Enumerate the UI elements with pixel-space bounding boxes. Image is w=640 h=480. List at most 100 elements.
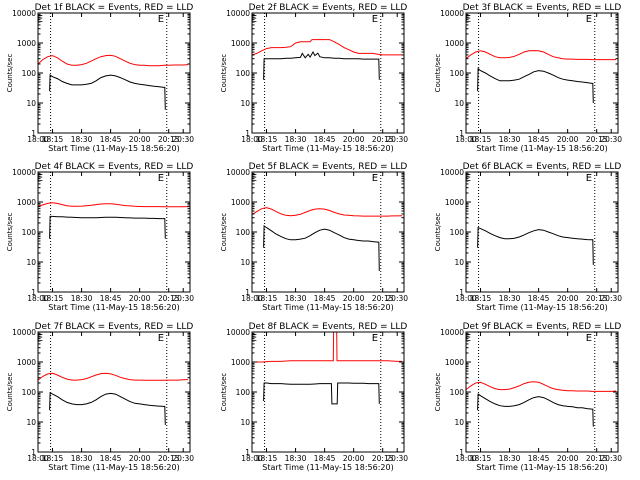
x-tick-label: 20:00 [343, 135, 365, 144]
x-tick-label: 18:45 [528, 135, 550, 144]
x-tick-label: 18:00 [455, 135, 477, 144]
x-tick-label: 18:00 [455, 454, 477, 463]
panel-title: Det 8f BLACK = Events, RED = LLD [249, 322, 408, 332]
y-axis-label: Counts/sec [220, 213, 228, 252]
x-tick-label: 18:30 [499, 135, 521, 144]
series-lld-line [252, 39, 403, 56]
e-marker-1: E [158, 14, 164, 25]
y-tick-label: 10000 [440, 168, 464, 177]
y-tick-label: 1 [245, 448, 250, 457]
x-tick-label: 20:30 [172, 454, 194, 463]
series-events-line [263, 224, 380, 272]
x-tick-label: 18:45 [528, 454, 550, 463]
x-tick-label: 18:45 [528, 294, 550, 303]
y-tick-label: 10000 [226, 328, 250, 337]
x-tick-label: 18:15 [42, 294, 64, 303]
series-events-line [477, 226, 594, 265]
x-axis-label: Start Time (11-May-15 18:56:20) [476, 144, 607, 153]
x-axis-label: Start Time (11-May-15 18:56:20) [476, 463, 607, 472]
x-axis-label: Start Time (11-May-15 18:56:20) [262, 144, 393, 153]
series-lld-line [252, 332, 403, 363]
panel-title: Det 5f BLACK = Events, RED = LLD [249, 162, 408, 172]
x-tick-label: 18:30 [499, 454, 521, 463]
x-tick-label: 18:15 [42, 454, 64, 463]
x-tick-label: 18:15 [470, 454, 492, 463]
x-tick-label: 18:45 [100, 454, 122, 463]
x-tick-label: 18:00 [27, 454, 49, 463]
series-lld-line [38, 202, 189, 208]
series-lld-line [466, 381, 617, 392]
y-tick-label: 10 [240, 99, 250, 108]
x-axis-label: Start Time (11-May-15 18:56:20) [262, 303, 393, 312]
x-tick-label: 18:45 [100, 294, 122, 303]
x-tick-label: 18:15 [470, 135, 492, 144]
x-tick-label: 20:30 [386, 135, 408, 144]
y-axis-label: Counts/sec [6, 213, 14, 252]
e-marker-1: E [586, 14, 592, 25]
series-events-line [477, 67, 594, 104]
y-tick-label: 10000 [440, 328, 464, 337]
y-tick-label: 10 [240, 418, 250, 427]
panel-title: Det 6f BLACK = Events, RED = LLD [463, 162, 622, 172]
e-marker-1: E [372, 333, 378, 344]
x-tick-label: 20:15 [158, 135, 180, 144]
series-lld-line [38, 372, 189, 381]
series-events-line [49, 215, 166, 239]
panel-title: Det 3f BLACK = Events, RED = LLD [463, 3, 622, 13]
x-tick-label: 18:00 [241, 294, 263, 303]
x-tick-label: 18:00 [241, 454, 263, 463]
x-tick-label: 18:15 [256, 454, 278, 463]
y-tick-label: 100 [22, 228, 37, 237]
y-tick-label: 1000 [445, 198, 464, 207]
y-tick-label: 100 [236, 69, 251, 78]
x-tick-label: 18:15 [256, 135, 278, 144]
x-axis-label: Start Time (11-May-15 18:56:20) [262, 463, 393, 472]
x-tick-label: 18:00 [27, 135, 49, 144]
y-tick-label: 10 [26, 418, 36, 427]
x-tick-label: 20:15 [158, 454, 180, 463]
x-tick-label: 20:00 [557, 294, 579, 303]
y-axis-label: Counts/sec [434, 213, 442, 252]
x-axis-label: Start Time (11-May-15 18:56:20) [48, 144, 179, 153]
x-tick-label: 20:15 [586, 294, 608, 303]
x-tick-label: 20:30 [172, 294, 194, 303]
e-marker-1: E [158, 333, 164, 344]
panel-title: Det 1f BLACK = Events, RED = LLD [35, 3, 194, 13]
y-tick-label: 1 [245, 288, 250, 297]
y-tick-label: 10000 [226, 9, 250, 18]
y-tick-label: 1 [459, 448, 464, 457]
y-tick-label: 10000 [12, 168, 36, 177]
y-tick-label: 1 [459, 129, 464, 138]
y-tick-label: 100 [450, 69, 465, 78]
y-tick-label: 1000 [17, 198, 36, 207]
y-tick-label: 1000 [231, 198, 250, 207]
x-tick-label: 20:00 [343, 294, 365, 303]
x-tick-label: 18:15 [470, 294, 492, 303]
series-lld-line [252, 207, 403, 217]
x-tick-label: 18:30 [71, 135, 93, 144]
y-tick-label: 1000 [17, 358, 36, 367]
y-tick-label: 10000 [12, 9, 36, 18]
y-axis-label: Counts/sec [6, 54, 14, 93]
x-tick-label: 18:15 [256, 294, 278, 303]
y-tick-label: 1 [459, 288, 464, 297]
x-tick-label: 18:00 [455, 294, 477, 303]
y-tick-label: 10 [26, 99, 36, 108]
x-tick-label: 20:00 [557, 454, 579, 463]
y-tick-label: 100 [22, 69, 37, 78]
panel-title: Det 4f BLACK = Events, RED = LLD [35, 162, 194, 172]
x-tick-label: 18:30 [499, 294, 521, 303]
y-tick-label: 10000 [12, 328, 36, 337]
x-tick-label: 20:15 [372, 135, 394, 144]
x-tick-label: 18:30 [285, 454, 307, 463]
y-axis-label: Counts/sec [220, 54, 228, 93]
e-marker-1: E [586, 173, 592, 184]
x-tick-label: 20:15 [372, 454, 394, 463]
